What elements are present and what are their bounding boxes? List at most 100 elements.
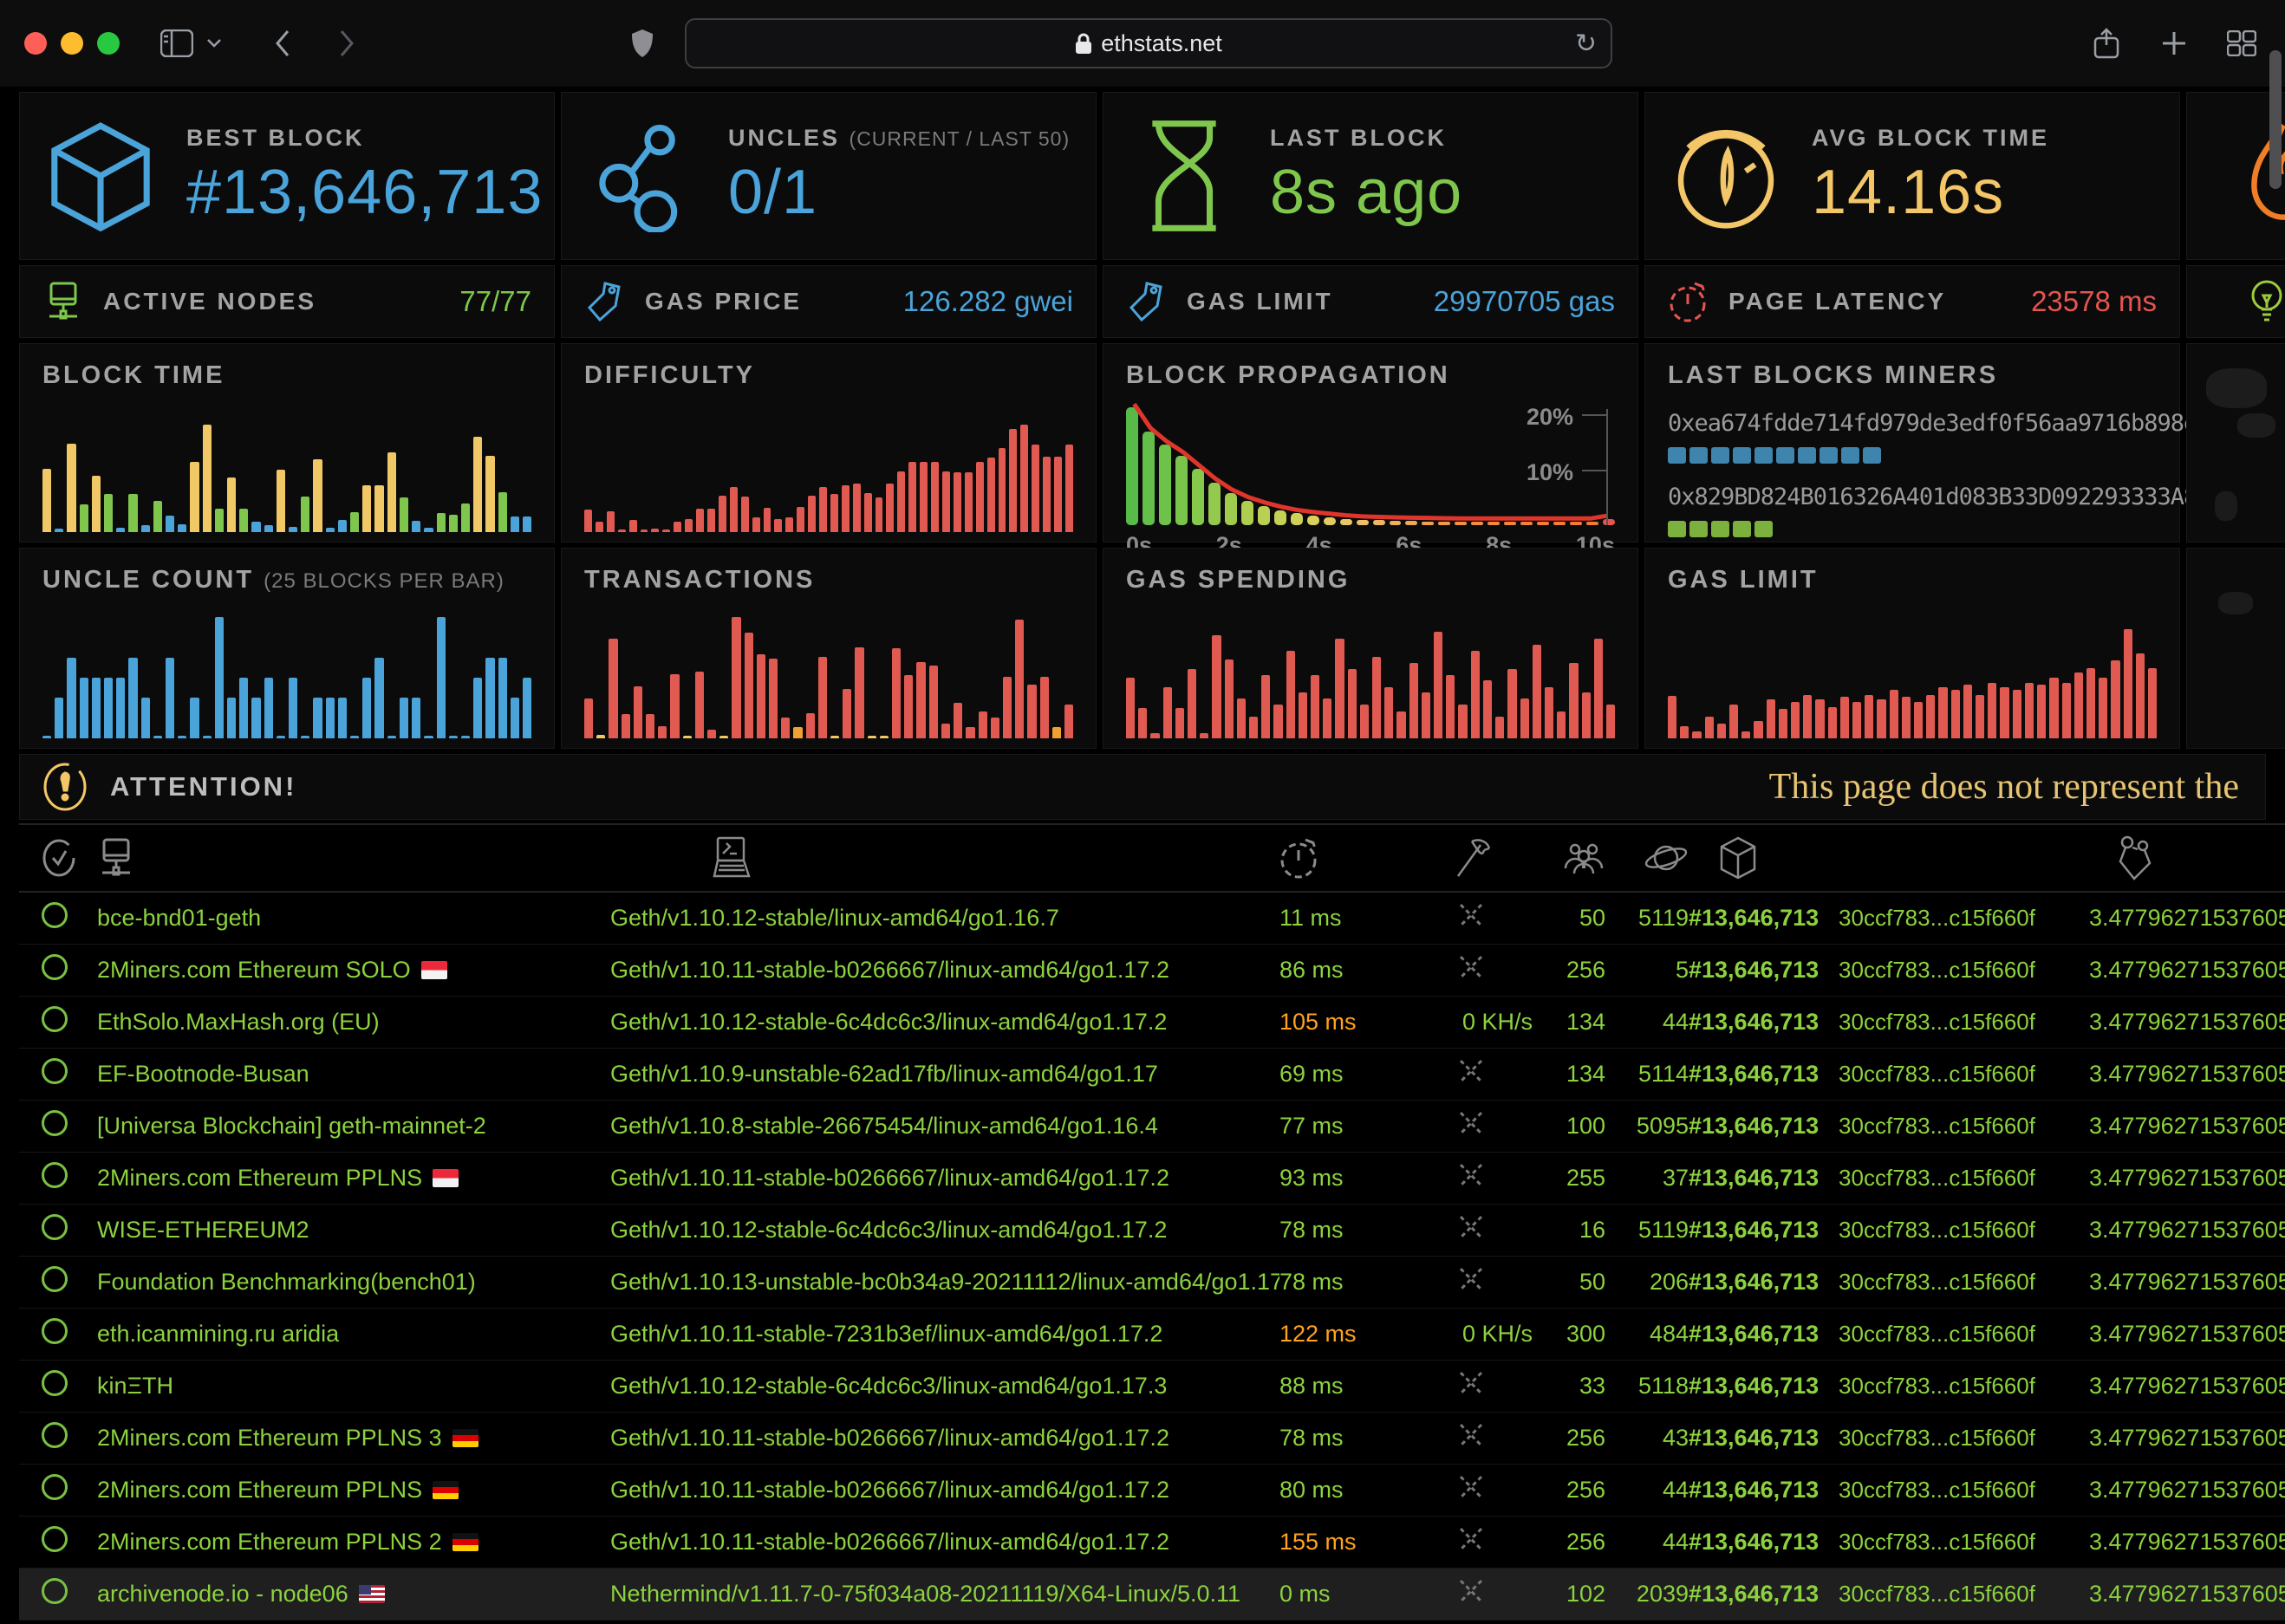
node-last-block-cell[interactable]: #13,646,713 — [1689, 1425, 1819, 1451]
node-name-cell[interactable]: kinΞTH — [97, 1373, 610, 1400]
node-name-cell[interactable]: 2Miners.com Ethereum PPLNS — [97, 1165, 610, 1192]
node-name-cell[interactable]: EF-Bootnode-Busan — [97, 1061, 610, 1088]
node-row[interactable]: bce-bnd01-geth Geth/v1.10.12-stable/linux… — [19, 893, 2285, 945]
node-block-hash-cell[interactable]: 30ccf783...c15f660f — [1839, 1321, 2035, 1347]
node-name-cell[interactable]: Foundation Benchmarking(bench01) — [97, 1269, 610, 1296]
node-last-block-cell[interactable]: #13,646,713 — [1689, 1373, 1819, 1399]
node-name[interactable]: 2Miners.com Ethereum SOLO — [97, 957, 411, 983]
bar — [350, 735, 360, 738]
node-name-cell[interactable]: bce-bnd01-geth — [97, 905, 610, 932]
node-block-hash-cell[interactable]: 30ccf783...c15f660f — [1839, 1217, 2035, 1243]
peers-icon[interactable] — [1533, 841, 1605, 875]
node-last-block-cell[interactable]: #13,646,713 — [1689, 957, 1819, 983]
back-button[interactable] — [260, 21, 305, 66]
node-name[interactable]: eth.icanmining.ru aridia — [97, 1321, 340, 1347]
node-row[interactable]: 2Miners.com Ethereum PPLNS 3 Geth/v1.10.1… — [19, 1413, 2285, 1465]
node-row[interactable]: WISE-ETHEREUM2 Geth/v1.10.12-stable-6c4dc… — [19, 1205, 2285, 1257]
node-last-block-cell[interactable]: #13,646,713 — [1689, 1269, 1819, 1295]
address-bar[interactable]: ethstats.net ↻ — [685, 18, 1612, 68]
bar — [662, 529, 671, 532]
node-last-block-cell[interactable]: #13,646,713 — [1689, 1113, 1819, 1139]
block-cube-icon[interactable] — [1689, 836, 1819, 880]
scrollbar-thumb[interactable] — [2269, 50, 2282, 189]
zoom-window-button[interactable] — [97, 32, 120, 55]
bar — [362, 678, 372, 738]
check-circle-icon[interactable] — [42, 839, 97, 877]
node-name[interactable]: EthSolo.MaxHash.org (EU) — [97, 1009, 380, 1035]
uncles-chain-icon[interactable] — [2035, 835, 2285, 880]
node-last-block-cell[interactable]: #13,646,713 — [1689, 1009, 1819, 1035]
node-block-hash-cell[interactable]: 30ccf783...c15f660f — [1839, 1269, 2035, 1295]
node-row[interactable]: archivenode.io - node06 Nethermind/v1.11.… — [19, 1569, 2285, 1621]
node-block-hash-cell[interactable]: 30ccf783...c15f660f — [1839, 905, 2035, 931]
node-row[interactable]: 2Miners.com Ethereum PPLNS Geth/v1.10.11-… — [19, 1153, 2285, 1205]
node-last-block-cell[interactable]: #13,646,713 — [1689, 1321, 1819, 1347]
node-block-hash-cell[interactable]: 30ccf783...c15f660f — [1839, 1009, 2035, 1035]
mining-pickaxe-icon[interactable] — [1409, 836, 1533, 880]
node-block-hash-cell[interactable]: 30ccf783...c15f660f — [1839, 1581, 2035, 1607]
node-block-hash-cell[interactable]: 30ccf783...c15f660f — [1839, 1165, 2035, 1191]
node-block-hash-cell[interactable]: 30ccf783...c15f660f — [1839, 1529, 2035, 1555]
node-name-cell[interactable]: eth.icanmining.ru aridia — [97, 1321, 610, 1348]
node-row[interactable]: 2Miners.com Ethereum SOLO Geth/v1.10.11-s… — [19, 945, 2285, 997]
reload-icon[interactable]: ↻ — [1574, 29, 1597, 58]
node-name[interactable]: 2Miners.com Ethereum PPLNS 2 — [97, 1529, 442, 1555]
client-terminal-icon[interactable] — [610, 836, 1279, 880]
miner-address[interactable]: 0xea674fdde714fd979de3edf0f56aa9716b898e… — [1668, 410, 2224, 437]
node-row[interactable]: 2Miners.com Ethereum PPLNS 2 Geth/v1.10.1… — [19, 1517, 2285, 1569]
node-name-cell[interactable]: archivenode.io - node06 — [97, 1581, 610, 1608]
node-row[interactable]: Foundation Benchmarking(bench01) Geth/v1.… — [19, 1257, 2285, 1309]
node-name-cell[interactable]: [Universa Blockchain] geth-mainnet-2 — [97, 1113, 610, 1140]
bar — [718, 495, 726, 532]
node-block-hash-cell[interactable]: 30ccf783...c15f660f — [1839, 957, 2035, 983]
miner-address[interactable]: 0x829BD824B016326A401d083B33D092293333A8… — [1668, 484, 2224, 510]
node-name[interactable]: archivenode.io - node06 — [97, 1581, 348, 1607]
node-row[interactable]: EthSolo.MaxHash.org (EU) Geth/v1.10.12-st… — [19, 997, 2285, 1049]
node-last-block-cell[interactable]: #13,646,713 — [1689, 1581, 1819, 1607]
node-name-cell[interactable]: 2Miners.com Ethereum PPLNS 2 — [97, 1529, 610, 1556]
node-row[interactable]: EF-Bootnode-Busan Geth/v1.10.9-unstable-6… — [19, 1049, 2285, 1101]
node-name-cell[interactable]: WISE-ETHEREUM2 — [97, 1217, 610, 1244]
node-name[interactable]: 2Miners.com Ethereum PPLNS — [97, 1477, 423, 1503]
node-block-hash-cell[interactable]: 30ccf783...c15f660f — [1839, 1113, 2035, 1139]
node-row[interactable]: kinΞTH Geth/v1.10.12-stable-6c4dc6c3/linu… — [19, 1361, 2285, 1413]
node-name[interactable]: [Universa Blockchain] geth-mainnet-2 — [97, 1113, 486, 1139]
node-name[interactable]: kinΞTH — [97, 1373, 174, 1399]
node-name[interactable]: Foundation Benchmarking(bench01) — [97, 1269, 476, 1295]
node-name-cell[interactable]: 2Miners.com Ethereum PPLNS — [97, 1477, 610, 1504]
node-block-hash-cell[interactable]: 30ccf783...c15f660f — [1839, 1425, 2035, 1451]
node-block-hash-cell[interactable]: 30ccf783...c15f660f — [1839, 1373, 2035, 1399]
node-name-cell[interactable]: 2Miners.com Ethereum PPLNS 3 — [97, 1425, 610, 1452]
share-icon[interactable] — [2084, 21, 2129, 66]
sidebar-toggle-icon[interactable] — [154, 21, 199, 66]
minimize-window-button[interactable] — [61, 32, 83, 55]
node-last-block-cell[interactable]: #13,646,713 — [1689, 1477, 1819, 1503]
close-window-button[interactable] — [24, 32, 47, 55]
node-name-cell[interactable]: EthSolo.MaxHash.org (EU) — [97, 1009, 610, 1036]
node-last-block-cell[interactable]: #13,646,713 — [1689, 1529, 1819, 1555]
node-row[interactable]: [Universa Blockchain] geth-mainnet-2 Geth… — [19, 1101, 2285, 1153]
forward-button[interactable] — [324, 21, 369, 66]
sidebar-chevron-icon[interactable] — [199, 21, 229, 66]
node-last-block-cell[interactable]: #13,646,713 — [1689, 1165, 1819, 1191]
node-name[interactable]: EF-Bootnode-Busan — [97, 1061, 309, 1087]
node-name[interactable]: bce-bnd01-geth — [97, 905, 262, 931]
node-name[interactable]: 2Miners.com Ethereum PPLNS 3 — [97, 1425, 442, 1451]
latency-stopwatch-icon[interactable] — [1279, 836, 1409, 880]
node-last-block-cell[interactable]: #13,646,713 — [1689, 905, 1819, 931]
privacy-shield-icon[interactable] — [620, 21, 665, 66]
node-last-block-cell[interactable]: #13,646,713 — [1689, 1217, 1819, 1243]
node-last-block-cell[interactable]: #13,646,713 — [1689, 1061, 1819, 1087]
new-tab-icon[interactable] — [2152, 21, 2197, 66]
node-name[interactable]: 2Miners.com Ethereum PPLNS — [97, 1165, 423, 1191]
tab-overview-icon[interactable] — [2219, 21, 2264, 66]
node-name-cell[interactable]: 2Miners.com Ethereum SOLO — [97, 957, 610, 984]
node-monitor-icon[interactable] — [97, 838, 610, 878]
node-row[interactable]: 2Miners.com Ethereum PPLNS Geth/v1.10.11-… — [19, 1465, 2285, 1517]
node-block-hash-cell[interactable]: 30ccf783...c15f660f — [1839, 1061, 2035, 1087]
pending-planet-icon[interactable] — [1605, 839, 1689, 877]
node-row[interactable]: eth.icanmining.ru aridia Geth/v1.10.11-st… — [19, 1309, 2285, 1361]
bar — [1290, 513, 1303, 525]
node-name[interactable]: WISE-ETHEREUM2 — [97, 1217, 309, 1243]
node-block-hash-cell[interactable]: 30ccf783...c15f660f — [1839, 1477, 2035, 1503]
